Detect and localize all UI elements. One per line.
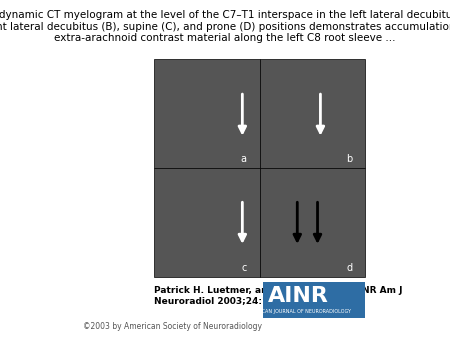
Text: AMERICAN JOURNAL OF NEURORADIOLOGY: AMERICAN JOURNAL OF NEURORADIOLOGY [246,309,351,314]
Text: Patrick H. Luetmer, and Bahram Mokri AJNR Am J
Neuroradiol 2003;24:1711-1714: Patrick H. Luetmer, and Bahram Mokri AJN… [154,286,403,305]
FancyBboxPatch shape [154,168,260,277]
Text: b: b [346,154,352,164]
FancyBboxPatch shape [260,168,365,277]
FancyBboxPatch shape [263,282,365,318]
Text: AINR: AINR [268,286,329,306]
FancyBboxPatch shape [260,59,365,168]
Text: d: d [346,263,352,273]
FancyBboxPatch shape [154,59,260,168]
Text: c: c [241,263,247,273]
Text: a: a [241,154,247,164]
Text: Axial dynamic CT myelogram at the level of the C7–T1 interspace in the left late: Axial dynamic CT myelogram at the level … [0,10,450,43]
Text: ©2003 by American Society of Neuroradiology: ©2003 by American Society of Neuroradiol… [83,322,262,331]
